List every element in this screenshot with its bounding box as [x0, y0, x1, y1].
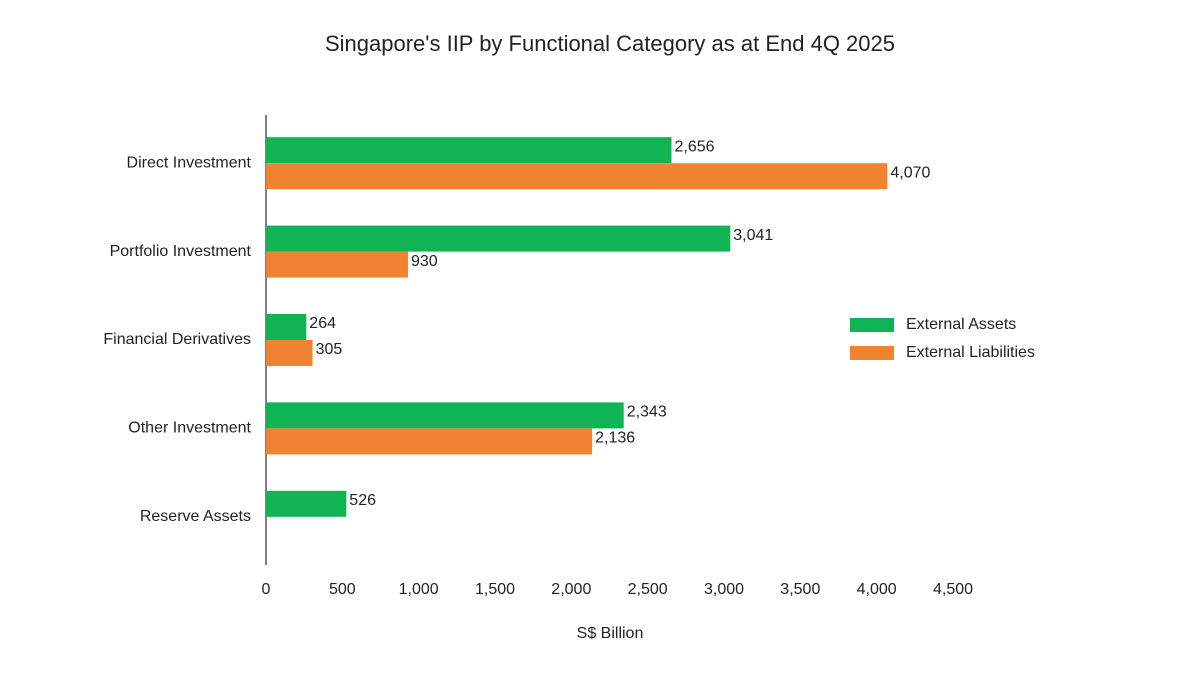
x-tick-label: 1,000 — [399, 581, 439, 598]
x-tick-label: 2,000 — [551, 581, 591, 598]
legend-label: External Liabilities — [906, 344, 1035, 361]
y-tick-label: Direct Investment — [127, 154, 252, 171]
x-tick-label: 2,500 — [628, 581, 668, 598]
value-label: 2,343 — [627, 404, 667, 421]
y-tick-label: Portfolio Investment — [110, 243, 252, 260]
x-tick-label: 4,500 — [933, 581, 973, 598]
bar — [266, 340, 313, 366]
x-tick-label: 0 — [262, 581, 271, 598]
x-tick-label: 500 — [329, 581, 356, 598]
y-tick-label: Reserve Assets — [140, 508, 251, 525]
value-label: 264 — [309, 315, 336, 332]
value-label: 305 — [316, 341, 343, 358]
y-tick-label: Other Investment — [128, 420, 251, 437]
value-label: 526 — [349, 492, 376, 509]
bar — [266, 314, 307, 340]
value-label: 4,070 — [890, 164, 930, 181]
legend-swatch — [850, 346, 894, 360]
bar — [266, 137, 672, 164]
y-tick-label: Financial Derivatives — [103, 331, 251, 348]
chart-title: Singapore's IIP by Functional Category a… — [325, 31, 895, 56]
bar — [266, 402, 624, 429]
x-axis-label: S$ Billion — [577, 625, 644, 642]
legend-swatch — [850, 318, 894, 332]
x-tick-label: 3,000 — [704, 581, 744, 598]
bar — [266, 225, 731, 252]
bar — [266, 490, 347, 517]
legend-label: External Assets — [906, 316, 1016, 333]
value-label: 930 — [411, 253, 438, 270]
x-tick-label: 4,000 — [857, 581, 897, 598]
bar — [266, 251, 408, 278]
value-label: 3,041 — [733, 227, 773, 244]
value-label: 2,656 — [674, 138, 714, 155]
bar — [266, 428, 593, 455]
bar — [266, 163, 888, 190]
value-label: 2,136 — [595, 430, 635, 447]
x-tick-label: 1,500 — [475, 581, 515, 598]
x-tick-label: 3,500 — [780, 581, 820, 598]
